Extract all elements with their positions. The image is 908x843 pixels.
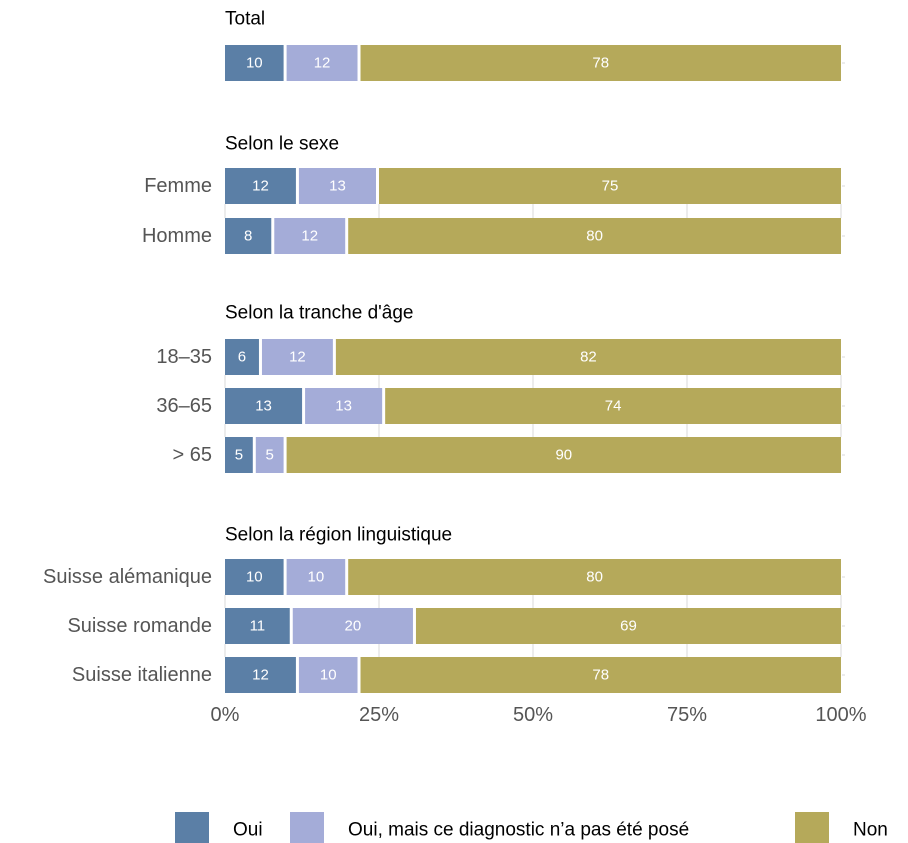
bar-value-label: 8 [244, 228, 252, 245]
bar-segment [225, 218, 272, 254]
row-label: 18–35 [156, 346, 212, 368]
bar-value-label: 10 [246, 569, 263, 586]
bar-value-label: 5 [266, 447, 274, 464]
bar-segment [360, 657, 841, 693]
bar-value-label: 11 [250, 618, 266, 635]
group-title: Selon la région linguistique [225, 525, 452, 546]
legend-label: Non [853, 820, 888, 841]
row-label: > 65 [173, 444, 212, 466]
bar-value-label: 10 [246, 55, 263, 72]
legend-swatch [175, 812, 209, 843]
bar-value-label: 90 [555, 447, 572, 464]
legend-label: Oui, mais ce diagnostic n’a pas été posé [348, 820, 689, 841]
bar-value-label: 6 [238, 349, 246, 366]
bar-segment [274, 218, 346, 254]
bar-segment [255, 437, 284, 473]
bar-segment [348, 218, 841, 254]
row-label: Homme [142, 225, 212, 247]
bar-value-label: 13 [255, 398, 272, 415]
bar-value-label: 12 [314, 55, 331, 72]
bar-segment [225, 339, 259, 375]
bar-segment [292, 608, 413, 644]
bar-segment [305, 388, 383, 424]
bar-value-label: 74 [605, 398, 622, 415]
bar-value-label: 12 [289, 349, 306, 366]
bar-value-label: 80 [586, 228, 603, 245]
bar-value-label: 10 [320, 667, 337, 684]
bar-segment [261, 339, 333, 375]
group-title: Selon la tranche d'âge [225, 303, 414, 324]
bar-value-label: 80 [586, 569, 603, 586]
bar-segment [225, 437, 253, 473]
bar-segment [225, 608, 290, 644]
bar-value-label: 12 [252, 178, 269, 195]
bar-value-label: 10 [308, 569, 325, 586]
bar-value-label: 13 [335, 398, 352, 415]
group-title: Total [225, 9, 265, 30]
bar-segment [348, 559, 841, 595]
x-tick-label: 25% [359, 704, 399, 726]
bar-segment [415, 608, 841, 644]
bar-value-label: 5 [235, 447, 243, 464]
row-label: Suisse romande [67, 615, 212, 637]
legend-swatch [290, 812, 324, 843]
bar-segment [225, 388, 303, 424]
bar-segment [225, 45, 284, 81]
bar-value-label: 78 [592, 55, 609, 72]
x-tick-label: 50% [513, 704, 553, 726]
bar-value-label: 12 [252, 667, 269, 684]
bar-value-label: 20 [345, 618, 362, 635]
bar-value-label: 69 [620, 618, 637, 635]
bar-segment [286, 559, 346, 595]
x-tick-label: 75% [667, 704, 707, 726]
bar-segment [225, 168, 296, 204]
bar-value-label: 13 [329, 178, 346, 195]
group-title: Selon le sexe [225, 134, 339, 155]
bar-segment [225, 559, 284, 595]
row-label: Suisse italienne [72, 664, 212, 686]
bar-segment [286, 45, 358, 81]
bar-segment [225, 657, 296, 693]
legend-label: Oui [233, 820, 263, 841]
bar-segment [298, 168, 376, 204]
x-tick-label: 0% [211, 704, 240, 726]
legend-swatch [795, 812, 829, 843]
bar-value-label: 12 [301, 228, 318, 245]
bar-segment [298, 657, 358, 693]
bar-segment [286, 437, 842, 473]
row-label: 36–65 [156, 395, 212, 417]
bar-value-label: 78 [592, 667, 609, 684]
gridlines [224, 62, 845, 676]
row-label: Femme [144, 175, 212, 197]
bar-value-label: 82 [580, 349, 597, 366]
bar-segment [335, 339, 841, 375]
x-tick-label: 100% [815, 704, 866, 726]
bar-segment [385, 388, 841, 424]
bar-segment [379, 168, 841, 204]
row-label: Suisse alémanique [43, 566, 212, 588]
bar-value-label: 75 [602, 178, 619, 195]
bar-segment [360, 45, 841, 81]
